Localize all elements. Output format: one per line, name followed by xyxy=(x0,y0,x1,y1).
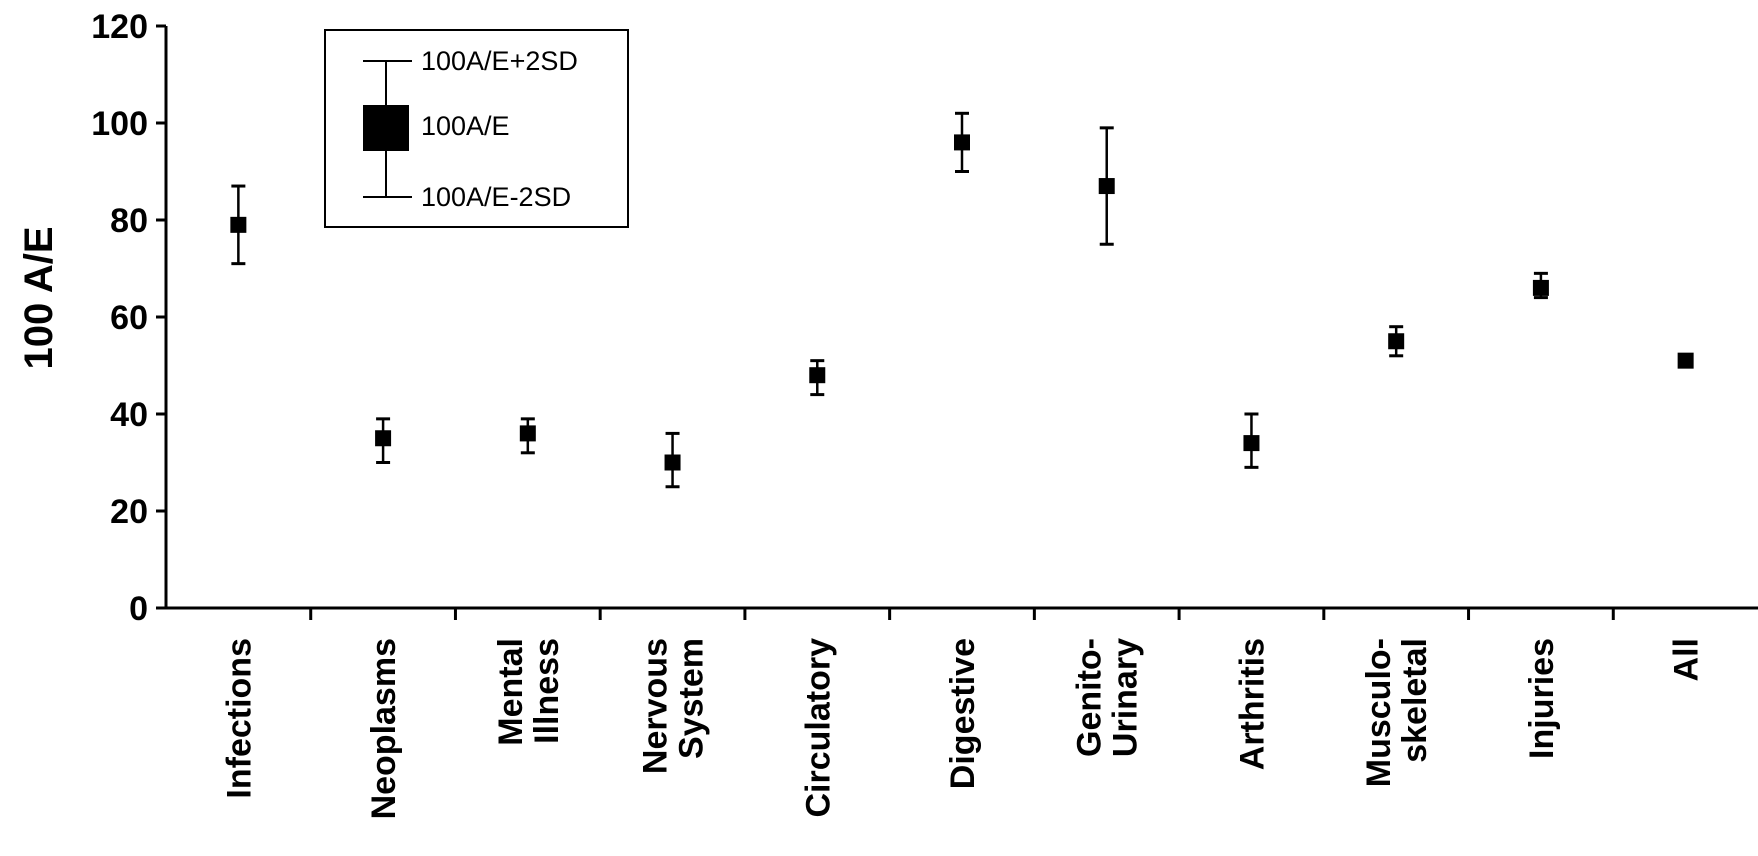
category-label: System xyxy=(673,638,711,759)
legend-upper-label: 100A/E+2SD xyxy=(421,46,578,76)
data-point-marker xyxy=(1098,178,1115,195)
y-tick-label: 80 xyxy=(110,202,148,240)
category-label: Injuries xyxy=(1523,638,1561,759)
data-point-marker xyxy=(664,454,681,471)
category-label: Arthritis xyxy=(1233,638,1271,770)
y-tick-label: 120 xyxy=(91,8,148,46)
y-tick-label: 40 xyxy=(110,396,148,434)
data-point-marker xyxy=(1388,333,1405,350)
category-label: Digestive xyxy=(944,638,982,789)
data-point-marker xyxy=(809,367,826,384)
legend-marker xyxy=(363,105,409,151)
category-label: Neoplasms xyxy=(365,638,403,819)
y-axis-title: 100 A/E xyxy=(17,226,61,369)
data-point-marker xyxy=(1243,435,1260,452)
category-label: Infections xyxy=(220,638,258,799)
data-point-marker xyxy=(1677,352,1694,369)
category-label: skeletal xyxy=(1396,638,1434,763)
category-label: Nervous xyxy=(637,638,675,774)
category-label: Mental xyxy=(492,638,530,746)
data-point-marker xyxy=(954,134,970,151)
y-tick-label: 60 xyxy=(110,299,148,337)
y-tick-label: 20 xyxy=(110,493,148,531)
legend: 100A/E+2SD 100A/E 100A/E-2SD xyxy=(324,29,629,228)
legend-lower-label: 100A/E-2SD xyxy=(421,182,571,212)
category-label: All xyxy=(1668,638,1706,681)
data-point-marker xyxy=(519,425,536,442)
x-ticks xyxy=(309,608,1615,620)
category-label: Urinary xyxy=(1107,638,1145,757)
category-label: Circulatory xyxy=(799,638,837,818)
data-point-marker xyxy=(230,216,247,233)
legend-mid-label: 100A/E xyxy=(421,111,510,141)
data-point-marker xyxy=(375,430,392,447)
y-tick-label: 0 xyxy=(129,590,148,628)
y-tick-label: 100 xyxy=(91,105,148,143)
y-ticks: 0 20 40 60 80 100 120 xyxy=(91,8,166,628)
category-label: Genito- xyxy=(1071,638,1109,757)
data-points xyxy=(230,111,1694,489)
data-point-marker xyxy=(1532,279,1549,296)
category-label: Musculo- xyxy=(1360,638,1398,787)
category-label: Illness xyxy=(528,638,566,744)
